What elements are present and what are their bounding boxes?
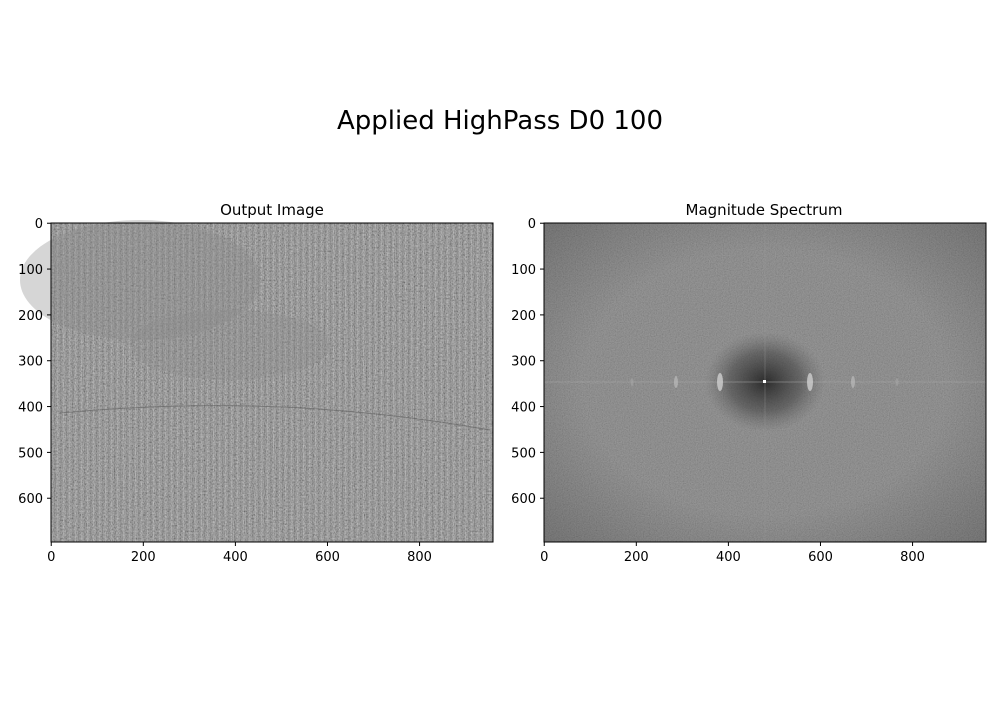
- output-image-y-tick-label: 0: [35, 217, 43, 232]
- output-image-y-tick-label: 600: [18, 492, 43, 507]
- output-image-x-tick-label: 800: [407, 550, 432, 565]
- output-image-y-tick-label: 500: [18, 446, 43, 461]
- magnitude-spectrum-y-tick-label: 400: [511, 401, 536, 416]
- output-image-y-tick-label: 400: [18, 401, 43, 416]
- output-image-y-tick-label: 100: [18, 263, 43, 278]
- output-image-heatmap: [20, 220, 493, 542]
- magnitude-spectrum-y-tick-label: 200: [511, 309, 536, 324]
- magnitude-spectrum-x-tick-label: 800: [900, 550, 925, 565]
- magnitude-spectrum-y-tick-label: 100: [511, 263, 536, 278]
- magnitude-spectrum-x-tick-label: 0: [540, 550, 548, 565]
- magnitude-spectrum-y-tick-label: 500: [511, 446, 536, 461]
- magnitude-spectrum-title: Magnitude Spectrum: [686, 201, 843, 219]
- magnitude-spectrum-heatmap: [544, 223, 986, 542]
- output-image-y-ticks: 0 100 200 300 400 500 600: [18, 217, 51, 507]
- output-image-axes: Output Image 0 200 400 600 800 0 100 200 300 400…: [18, 201, 494, 565]
- output-image-x-tick-label: 200: [131, 550, 156, 565]
- output-image-x-tick-label: 0: [47, 550, 55, 565]
- magnitude-spectrum-x-tick-label: 600: [808, 550, 833, 565]
- magnitude-spectrum-axes: Magnitude Spectrum 0 200 400 600 800 0 100 200…: [511, 201, 987, 565]
- output-image-y-tick-label: 200: [18, 309, 43, 324]
- magnitude-spectrum-y-tick-label: 600: [511, 492, 536, 507]
- magnitude-spectrum-x-tick-label: 400: [716, 550, 741, 565]
- output-image-x-tick-label: 400: [223, 550, 248, 565]
- output-image-x-tick-label: 600: [315, 550, 340, 565]
- figure-suptitle: Applied HighPass D0 100: [337, 106, 663, 136]
- output-image-y-tick-label: 300: [18, 355, 43, 370]
- magnitude-spectrum-y-ticks: 0 100 200 300 400 500 600: [511, 217, 544, 507]
- output-image-title: Output Image: [220, 201, 324, 219]
- magnitude-spectrum-x-tick-label: 200: [624, 550, 649, 565]
- magnitude-spectrum-y-tick-label: 0: [528, 217, 536, 232]
- magnitude-spectrum-x-ticks: 0 200 400 600 800: [540, 542, 925, 565]
- magnitude-spectrum-y-tick-label: 300: [511, 355, 536, 370]
- output-image-x-ticks: 0 200 400 600 800: [47, 542, 432, 565]
